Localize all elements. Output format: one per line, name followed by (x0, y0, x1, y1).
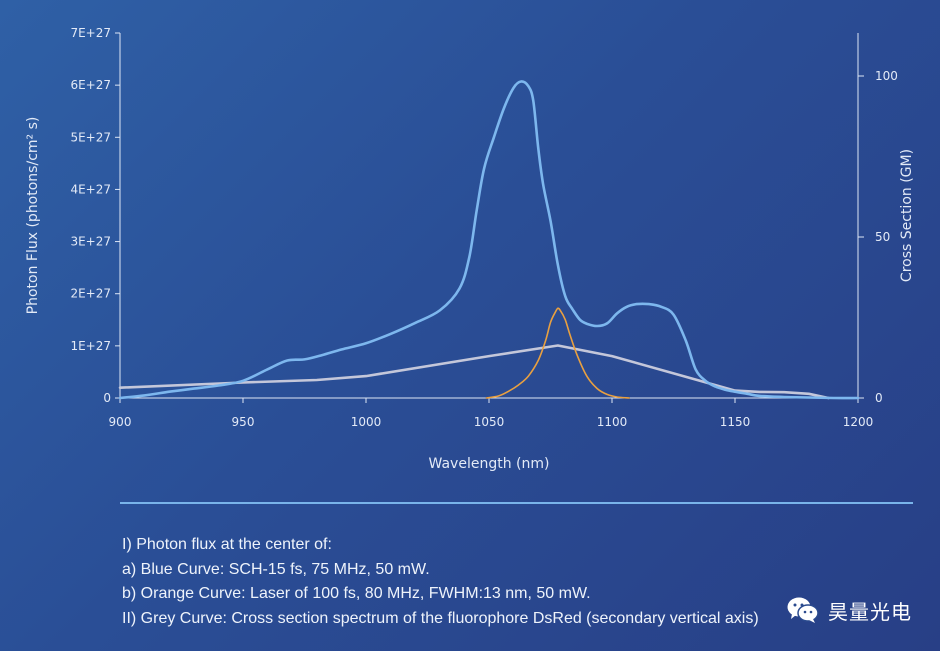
x-tick-label: 1000 (351, 415, 382, 429)
y-tick-label: 4E+27 (70, 182, 111, 196)
y-tick-label: 2E+27 (70, 287, 111, 301)
watermark-text: 昊量光电 (828, 599, 912, 624)
y-tick-label: 7E+27 (70, 26, 111, 40)
blue-curve-line (118, 80, 860, 400)
orange-curve-line (485, 307, 630, 399)
y2-tick-label: 100 (875, 69, 898, 83)
x-tick-label: 950 (232, 415, 255, 429)
wechat-icon (787, 597, 819, 623)
y-tick-label: 1E+27 (70, 339, 111, 353)
y-tick-label: 5E+27 (70, 130, 111, 144)
caption-line-1: I) Photon flux at the center of: (122, 536, 332, 553)
grey-curve-line (118, 344, 830, 400)
x-tick-label: 1150 (720, 415, 751, 429)
y-tick-label: 6E+27 (70, 78, 111, 92)
y2-axis-title: Cross Section (GM) (899, 149, 915, 282)
chart: 900 950 1000 1050 1100 1150 120001E+272E+273E+… (25, 26, 915, 472)
x-axis-title: Wavelength (nm) (429, 456, 550, 472)
chart-caption: I) Photon flux at the center of: a) Blue… (122, 533, 862, 631)
y-tick-label: 0 (103, 391, 111, 405)
x-tick-label: 1100 (597, 415, 628, 429)
chart-axes (115, 32, 864, 403)
watermark: 昊量光电 (786, 592, 912, 628)
y2-tick-label: 50 (875, 230, 890, 244)
chart-labels: 900 950 1000 1050 1100 1150 120001E+272E+273E+… (25, 26, 915, 472)
caption-line-2: a) Blue Curve: SCH-15 fs, 75 MHz, 50 mW. (122, 560, 430, 578)
y2-tick-label: 0 (875, 391, 883, 405)
caption-line-3: b) Orange Curve: Laser of 100 fs, 80 MHz… (122, 585, 591, 602)
y-tick-label: 3E+27 (70, 235, 111, 249)
x-tick-label: 900 (109, 415, 132, 429)
x-tick-label: 1050 (474, 415, 505, 429)
divider-line (120, 502, 913, 504)
x-tick-label: 1200 (843, 415, 874, 429)
y-axis-title: Photon Flux (photons/cm² s) (25, 117, 41, 315)
chart-series (118, 80, 860, 400)
caption-line-4: II) Grey Curve: Cross section spectrum o… (122, 609, 759, 627)
